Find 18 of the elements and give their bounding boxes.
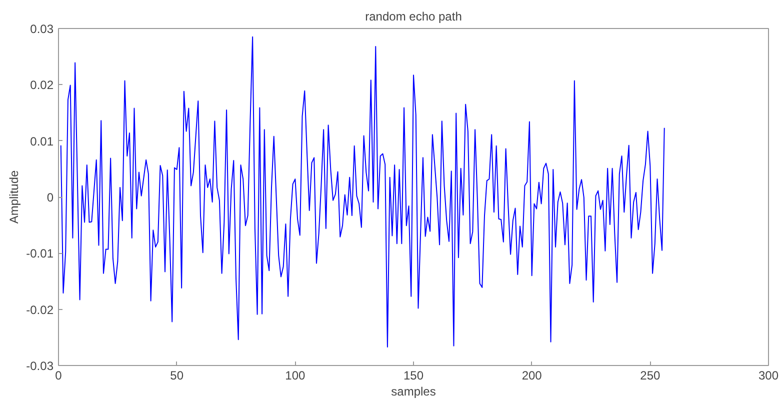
x-tick-label: 300 [758,368,779,382]
y-axis-title: Amplitude [7,170,22,224]
x-tick-label: 0 [55,368,62,382]
line-series [60,36,665,348]
chart-title: random echo path [365,10,462,24]
x-tick-label: 150 [403,368,424,382]
y-tick-label: 0.02 [30,78,54,92]
x-axis-title: samples [391,384,436,398]
y-tick-label: -0.03 [26,359,54,373]
y-tick-label: 0.01 [30,134,54,148]
x-tick-label: 100 [285,368,306,382]
y-tick-label: -0.01 [26,246,54,261]
x-tick-label: 200 [522,368,542,382]
y-tick-label: -0.02 [26,302,54,317]
x-tick-label: 50 [170,368,184,382]
y-tick-label: 0.03 [30,22,54,36]
y-tick-label: 0 [46,190,54,204]
x-tick-label: 250 [640,368,661,382]
